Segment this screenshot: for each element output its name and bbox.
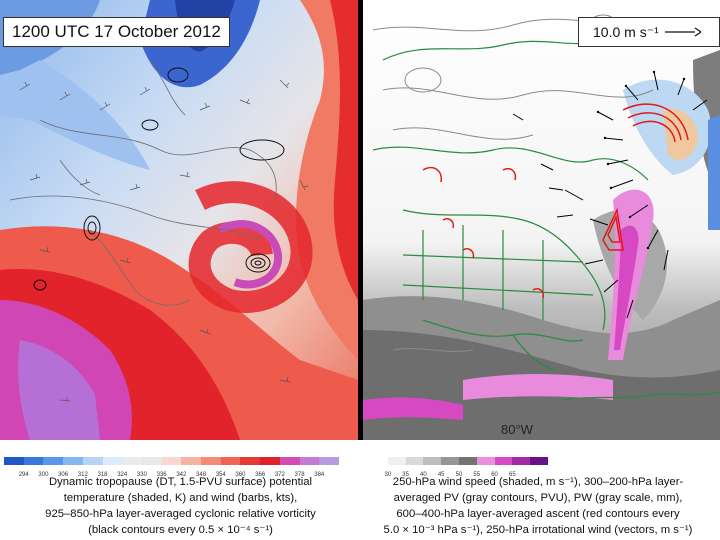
- colorbar-tick-label: 366: [255, 472, 266, 478]
- arrow-icon: [664, 27, 701, 37]
- colorbar-tick-label: 306: [58, 472, 69, 478]
- colorbar-tick-label: 300: [38, 472, 49, 478]
- colorbar-tick-label: 330: [136, 472, 147, 478]
- wind-speed-pv-map: [363, 0, 720, 440]
- panel-divider: [358, 0, 363, 440]
- colorbar-tick-label: 372: [274, 472, 285, 478]
- colorbar-swatch: [387, 457, 406, 465]
- right-colorbar-ticks: 30 35 40 45 50 55 60 65: [370, 472, 548, 478]
- colorbar-swatch: [122, 457, 142, 465]
- left-caption-line: Dynamic tropopause (DT, 1.5-PVU surface)…: [48, 476, 313, 488]
- colorbar-swatch: [458, 457, 477, 465]
- colorbar-tick-label: 336: [156, 472, 167, 478]
- colorbar-swatch: [181, 457, 202, 465]
- colorbar-tick-label: 360: [235, 472, 246, 478]
- left-caption-line: temperature (shaded, K) and wind (barbs,…: [63, 492, 298, 504]
- colorbar-swatch: [63, 457, 83, 465]
- colorbar-tick-label: 378: [294, 472, 305, 478]
- colorbar-swatch: [43, 457, 64, 465]
- colorbar-tick-label: 50: [455, 472, 463, 478]
- reference-vector-legend: 10.0 m s⁻¹: [578, 17, 720, 47]
- right-caption-line: 5.0 × 10⁻³ hPa s⁻¹), 250-hPa irrotationa…: [383, 524, 693, 536]
- right-map-panel: [363, 0, 720, 440]
- colorbar-tick-label: 384: [314, 472, 325, 478]
- reference-vector-label: 10.0 m s⁻¹: [593, 24, 659, 40]
- colorbar-tick-label: 318: [97, 472, 108, 478]
- colorbar-swatch: [441, 457, 459, 465]
- colorbar-swatch: [220, 457, 241, 465]
- colorbar-tick-label: 40: [420, 472, 427, 478]
- colorbar-swatch: [512, 457, 531, 465]
- colorbar-tick-label: 65: [509, 472, 516, 478]
- colorbar-swatch: [102, 457, 123, 465]
- dt-theta-map: [0, 0, 358, 440]
- right-caption: 250-hPa wind speed (shaded, m s⁻¹), 300–…: [356, 474, 720, 538]
- left-colorbar-ticks: 294 300 306 312 318 324 330 336 342 348 354 360 366 3…: [4, 472, 339, 478]
- colorbar-swatch: [23, 457, 44, 465]
- left-caption-line: 925–850-hPa layer-averaged cyclonic rela…: [45, 508, 316, 520]
- colorbar-swatch: [279, 457, 300, 465]
- colorbar-swatch: [299, 457, 320, 465]
- colorbar-swatch: [370, 457, 388, 465]
- colorbar-tick-label: 324: [117, 472, 128, 478]
- colorbar-tick-label: 312: [77, 472, 88, 478]
- left-map-panel: [0, 0, 358, 440]
- right-caption-line: 600–400-hPa layer-averaged ascent (red c…: [396, 508, 680, 520]
- colorbar-tick-label: 35: [402, 472, 409, 478]
- right-colorbar: [370, 457, 548, 465]
- colorbar-tick-label: 348: [196, 472, 207, 478]
- colorbar-swatch: [405, 457, 424, 465]
- colorbar-swatch: [260, 457, 280, 465]
- right-caption-line: averaged PV (gray contours, PVU), PW (gr…: [393, 492, 683, 504]
- left-caption: Dynamic tropopause (DT, 1.5-PVU surface)…: [8, 474, 353, 538]
- colorbar-swatch: [161, 457, 182, 465]
- colorbar-tick-label: 294: [18, 472, 29, 478]
- colorbar-swatch: [494, 457, 513, 465]
- right-caption-line: 250-hPa wind speed (shaded, m s⁻¹), 300–…: [392, 476, 684, 488]
- colorbar-tick-label: 45: [437, 472, 445, 478]
- colorbar-swatch: [476, 457, 495, 465]
- colorbar-tick-label: 354: [215, 472, 226, 478]
- colorbar-swatch: [4, 457, 24, 465]
- colorbar-swatch: [201, 457, 221, 465]
- colorbar-tick-label: 55: [473, 472, 481, 478]
- longitude-label: 80°W: [501, 422, 533, 437]
- colorbar-swatch: [423, 457, 442, 465]
- left-colorbar: [4, 457, 339, 465]
- colorbar-tick-label: 342: [176, 472, 187, 478]
- colorbar-swatch: [82, 457, 103, 465]
- left-caption-line: (black contours every 0.5 × 10⁻⁴ s⁻¹): [88, 524, 273, 536]
- colorbar-swatch: [319, 457, 339, 465]
- colorbar-swatch: [530, 457, 548, 465]
- colorbar-tick-label: 30: [384, 472, 392, 478]
- colorbar-swatch: [141, 457, 162, 465]
- map-title: 1200 UTC 17 October 2012: [3, 17, 230, 47]
- colorbar-tick-label: 60: [491, 472, 498, 478]
- colorbar-swatch: [240, 457, 261, 465]
